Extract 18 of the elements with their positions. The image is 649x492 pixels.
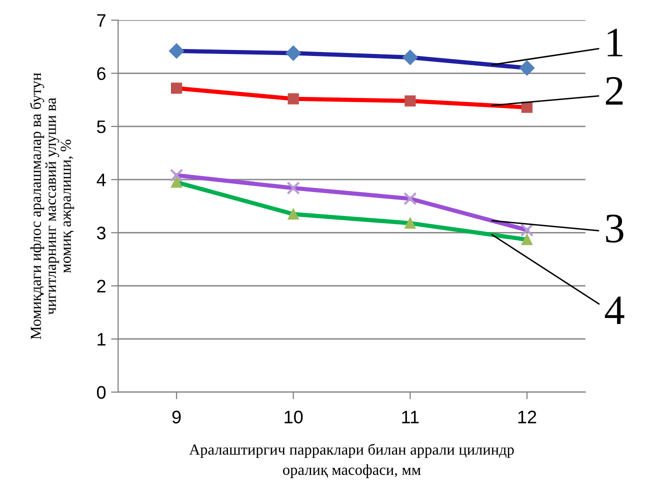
x-tick-label: 10 [284, 410, 303, 424]
y-tick-label: 3 [96, 226, 106, 240]
x-axis-title: Аралаштиргич парраклари билан аррали цилиндр оралиқ масофаси, мм [189, 444, 514, 478]
series-label: 2 [606, 76, 623, 105]
y-tick-label: 7 [97, 14, 106, 27]
y-tick-label: 2 [97, 280, 106, 292]
series-label: 3 [606, 214, 624, 243]
x-tick-label: 12 [518, 410, 536, 424]
y-tick-label: 5 [96, 120, 106, 134]
y-tick-label: 1 [98, 333, 106, 346]
x-tick-label: 11 [402, 410, 419, 424]
y-axis-title: Момиқдаги ифлос аралашмалар ва бутун чигитларнинг массавий улуши ва момиқ ажралиши, % [30, 72, 74, 340]
y-tick-label: 6 [97, 67, 106, 80]
y-tick-label: 0 [96, 386, 106, 399]
x-tick-label: 9 [172, 410, 181, 424]
series-label: 1 [608, 28, 622, 56]
y-tick-label: 4 [96, 174, 106, 186]
text: 4 [604, 296, 624, 324]
